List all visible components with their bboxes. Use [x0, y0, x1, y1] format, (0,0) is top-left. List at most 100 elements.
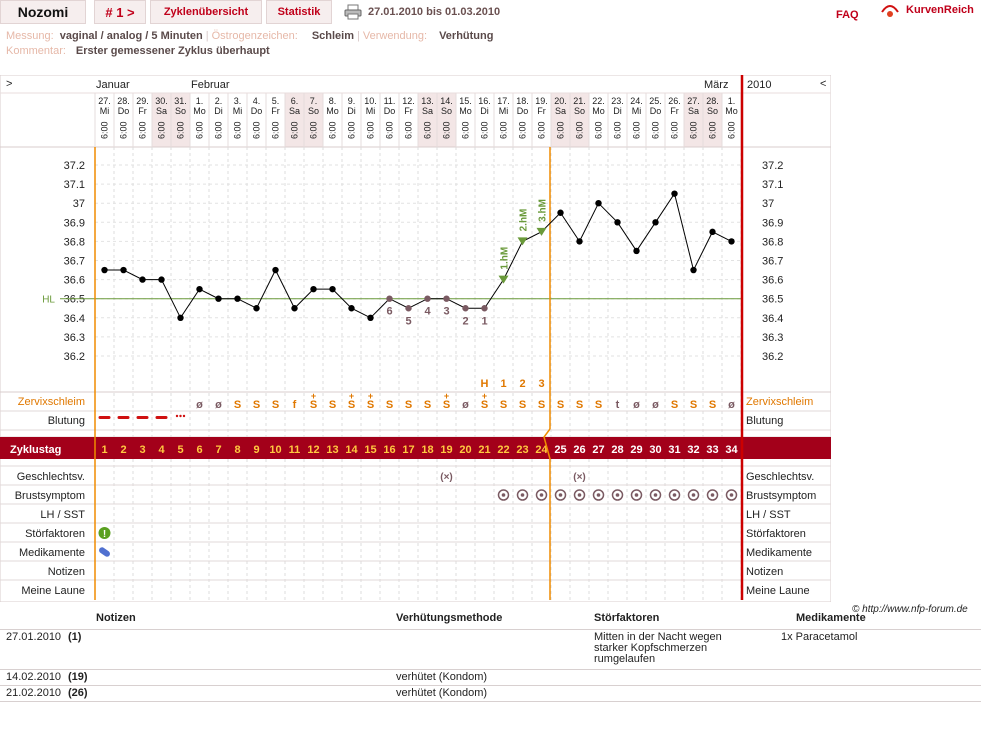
measure-time-label: 6:00: [366, 121, 376, 139]
row-date: 21.02.2010: [6, 687, 62, 699]
day-weekday-label: Mi: [632, 106, 642, 116]
breast-symptom-mark: [649, 489, 662, 501]
cycle-day-number: 6: [196, 444, 202, 456]
next-cycle-arrow: <: [820, 78, 826, 90]
day-date-label: 4.: [253, 96, 261, 106]
cervix-value: t: [616, 399, 620, 411]
breast-symptom-mark: [573, 489, 586, 501]
day-weekday-label: Do: [251, 106, 263, 116]
table-row: 21.02.2010 (26) verhütet (Kondom): [0, 685, 981, 702]
row-cycle-day: (26): [68, 687, 88, 699]
cervix-value: S: [538, 399, 545, 411]
row-label-right-laune: Meine Laune: [746, 585, 810, 597]
temperature-point: [329, 285, 336, 293]
temperature-point-low: [386, 295, 393, 302]
overview-tab-label: Zyklenübersicht: [163, 6, 249, 18]
cycle-day-number: 34: [725, 444, 738, 456]
breast-symptom-dot: [558, 493, 563, 497]
intercourse-mark: (×): [440, 472, 453, 483]
cycle-nav-button[interactable]: # 1 >: [94, 0, 146, 24]
cycle-day-number: 14: [345, 444, 358, 456]
year-label: 2010: [747, 79, 771, 91]
date-range: 27.01.2010 bis 01.03.2010: [368, 6, 501, 18]
measure-time-label: 6:00: [518, 121, 528, 139]
cervix-value: S: [424, 399, 431, 411]
table-row: 27.01.2010 (1) Mitten in der Nacht wegen…: [0, 629, 981, 669]
cervix-value: S: [348, 399, 355, 411]
measure-time-label: 6:00: [727, 121, 737, 139]
cervix-value: S: [500, 399, 507, 411]
measure-time-label: 6:00: [575, 121, 585, 139]
cervix-value: S: [272, 399, 279, 411]
breast-symptom-dot: [501, 493, 506, 497]
temperature-point: [367, 314, 374, 321]
temperature-point: [709, 228, 716, 236]
breast-symptom-mark: [706, 489, 719, 501]
bleeding-strong-mark: [117, 416, 130, 419]
day-date-label: 30.: [155, 96, 168, 106]
day-weekday-label: Fr: [271, 106, 280, 116]
temperature-point: [215, 295, 222, 302]
month-label: Januar: [96, 79, 130, 91]
row-label-right-blutung: Blutung: [746, 415, 783, 427]
cervix-value: S: [690, 399, 697, 411]
weekend-column: [171, 93, 190, 147]
cervix-value: S: [481, 399, 488, 411]
y-tick-left: 36.9: [64, 217, 85, 229]
cervix-value: f: [293, 399, 297, 411]
measure-time-label: 6:00: [651, 121, 661, 139]
faq-link[interactable]: FAQ: [836, 9, 859, 21]
day-date-label: 28.: [117, 96, 130, 106]
peak-day-label: 2: [519, 378, 525, 390]
bleeding-spotting-mark: [179, 414, 182, 418]
day-weekday-label: Sa: [156, 106, 167, 116]
low-measurement-label: 3: [443, 306, 449, 318]
overview-tab[interactable]: Zyklenübersicht: [150, 0, 262, 24]
measure-time-label: 6:00: [556, 121, 566, 139]
measure-time-label: 6:00: [613, 121, 623, 139]
cervix-value: S: [386, 399, 393, 411]
cervix-value: S: [557, 399, 564, 411]
measure-time-label: 6:00: [708, 121, 718, 139]
row-label-laune: Meine Laune: [21, 585, 85, 597]
day-date-label: 19.: [535, 96, 548, 106]
y-tick-left: 36.8: [64, 236, 85, 248]
warning-icon-glyph: !: [103, 529, 106, 540]
day-weekday-label: Mo: [459, 106, 472, 116]
breast-symptom-mark: [497, 489, 510, 501]
breast-symptom-dot: [596, 493, 601, 497]
logo-text: KurvenReich: [906, 4, 974, 16]
breast-symptom-dot: [710, 493, 715, 497]
y-tick-left: 37.2: [64, 160, 85, 172]
cervix-value: S: [576, 399, 583, 411]
peak-day-label: 3: [538, 378, 544, 390]
day-weekday-label: Do: [118, 106, 130, 116]
temperature-point: [196, 285, 203, 293]
cycle-day-number: 8: [234, 444, 240, 456]
temperature-point-low: [481, 305, 488, 312]
row-cycle-day: (1): [68, 631, 82, 643]
day-date-label: 31.: [174, 96, 187, 106]
cycle-day-number: 26: [573, 444, 585, 456]
evaluation-line-lower: [543, 428, 551, 600]
bleeding-spotting-mark: [175, 414, 179, 418]
day-weekday-label: Mi: [233, 106, 243, 116]
intercourse-mark: (×): [573, 472, 586, 483]
measure-time-label: 6:00: [157, 121, 167, 139]
measure-time-label: 6:00: [271, 121, 281, 139]
measure-time-label: 6:00: [347, 121, 357, 139]
row-label-geschlechtsv: Geschlechtsv.: [17, 471, 85, 483]
cervix-value: S: [253, 399, 260, 411]
breast-symptom-mark: [516, 489, 529, 501]
breast-symptom-mark: [535, 489, 548, 501]
day-weekday-label: Mo: [592, 106, 605, 116]
high-measurement-marker: [536, 227, 547, 236]
measure-time-label: 6:00: [138, 121, 148, 139]
cervix-plus-mark: +: [444, 391, 449, 401]
print-icon[interactable]: [344, 4, 362, 20]
statistics-tab[interactable]: Statistik: [266, 0, 332, 24]
cycle-day-number: 19: [440, 444, 452, 456]
y-tick-left: 36.7: [64, 256, 85, 268]
day-date-label: 2.: [215, 96, 223, 106]
temperature-point: [348, 305, 355, 312]
